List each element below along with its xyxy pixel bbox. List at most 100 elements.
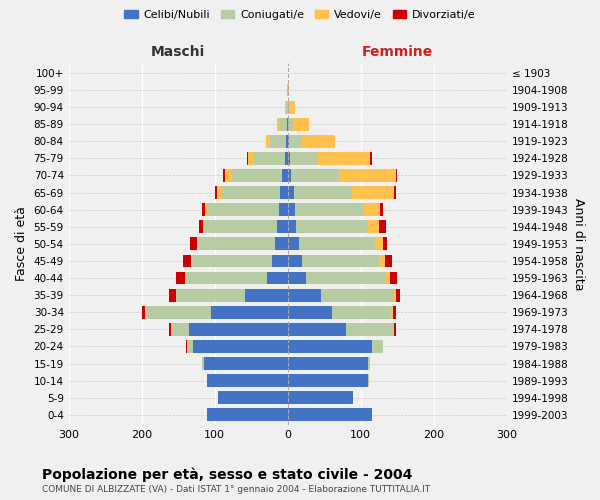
Bar [331,306,391,318]
Bar [247,152,248,165]
Bar [248,152,254,165]
Bar [287,289,320,302]
Bar [394,289,396,302]
Bar [287,238,299,250]
Bar [208,374,287,387]
Bar [396,289,400,302]
Bar [287,408,371,422]
Bar [176,272,185,284]
Bar [245,289,287,302]
Bar [277,220,287,233]
Bar [368,374,369,387]
Bar [317,152,370,165]
Bar [287,323,346,336]
Bar [287,135,289,147]
Bar [204,357,287,370]
Text: COMUNE DI ALBIZZATE (VA) - Dati ISTAT 1° gennaio 2004 - Elaborazione TUTTITALIA.: COMUNE DI ALBIZZATE (VA) - Dati ISTAT 1°… [42,485,430,494]
Bar [202,357,204,370]
Bar [286,100,287,114]
Bar [294,118,309,130]
Bar [191,254,272,268]
Bar [296,220,368,233]
Bar [199,220,203,233]
Bar [339,169,396,182]
Bar [371,340,383,353]
Bar [203,220,205,233]
Bar [287,84,289,96]
Bar [217,186,221,199]
Bar [394,186,397,199]
Bar [211,306,287,318]
Bar [280,118,287,130]
Bar [292,169,339,182]
Bar [186,340,187,353]
Bar [287,272,306,284]
Bar [394,323,396,336]
Bar [221,186,280,199]
Bar [379,254,385,268]
Bar [393,306,397,318]
Bar [169,289,176,302]
Bar [287,100,289,114]
Bar [287,340,371,353]
Bar [277,118,280,130]
Bar [287,220,296,233]
Bar [287,374,368,387]
Bar [197,238,198,250]
Bar [385,254,392,268]
Bar [215,186,217,199]
Bar [293,186,352,199]
Bar [193,340,287,353]
Bar [289,100,295,114]
Bar [286,135,287,147]
Bar [282,169,287,182]
Bar [208,408,287,422]
Bar [287,118,289,130]
Bar [289,135,302,147]
Y-axis label: Fasce di età: Fasce di età [15,206,28,282]
Bar [275,238,287,250]
Bar [218,392,287,404]
Bar [346,323,394,336]
Bar [390,272,397,284]
Bar [266,135,270,147]
Bar [306,272,386,284]
Text: Popolazione per età, sesso e stato civile - 2004: Popolazione per età, sesso e stato civil… [42,468,412,482]
Bar [206,374,208,387]
Bar [254,152,285,165]
Bar [391,306,393,318]
Bar [285,152,287,165]
Bar [352,186,394,199]
Bar [368,220,379,233]
Bar [302,254,379,268]
Bar [145,306,211,318]
Bar [287,392,353,404]
Bar [396,169,397,182]
Bar [202,204,205,216]
Bar [205,220,277,233]
Bar [176,289,245,302]
Bar [198,238,275,250]
Text: Femmine: Femmine [362,45,433,59]
Bar [368,357,370,370]
Bar [185,272,267,284]
Bar [267,272,287,284]
Bar [287,306,331,318]
Bar [287,357,368,370]
Bar [232,169,282,182]
Bar [171,323,189,336]
Bar [289,118,294,130]
Bar [299,238,376,250]
Bar [287,254,302,268]
Bar [287,204,295,216]
Bar [287,169,292,182]
Bar [169,323,171,336]
Legend: Celibi/Nubili, Coniugati/e, Vedovi/e, Divorziati/e: Celibi/Nubili, Coniugati/e, Vedovi/e, Di… [120,6,480,25]
Bar [287,152,290,165]
Bar [302,135,335,147]
Bar [225,169,232,182]
Bar [272,254,287,268]
Bar [279,204,287,216]
Bar [287,186,293,199]
Bar [280,186,287,199]
